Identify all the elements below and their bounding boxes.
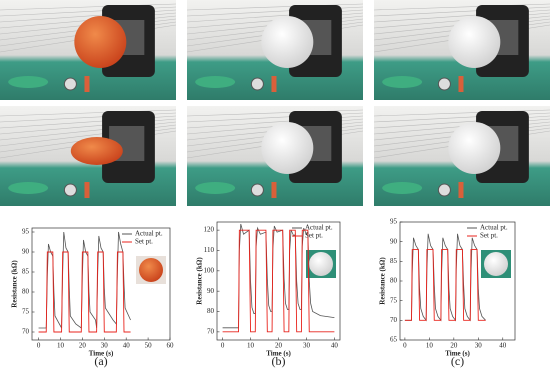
photo-detail (63, 183, 77, 197)
y-tick-label: 95 (390, 218, 398, 226)
photo-detail (382, 76, 423, 88)
ball (448, 16, 501, 68)
ball (70, 137, 123, 165)
legend-label: Set pt. (305, 232, 323, 240)
y-tick-label: 120 (204, 226, 215, 234)
y-tick-label: 80 (207, 307, 215, 315)
x-tick-label: 30 (101, 342, 109, 350)
y-tick-label: 85 (22, 268, 30, 276)
legend-label: Actual pt. (135, 230, 163, 238)
x-tick-label: 60 (167, 342, 175, 350)
y-tick-label: 90 (207, 287, 215, 295)
photo-detail (437, 183, 451, 197)
photo-detail (458, 182, 464, 198)
x-tick-label: 20 (275, 342, 283, 350)
photo-detail (8, 76, 49, 88)
inset-ball (309, 252, 333, 276)
x-tick-label: 20 (450, 342, 458, 350)
panel-label: (c) (451, 354, 464, 368)
y-axis-label: Resistance (kΩ) (196, 257, 204, 305)
photo-detail (382, 182, 423, 194)
photo-detail (271, 182, 277, 198)
x-tick-label: 30 (303, 342, 311, 350)
panel-label: (b) (272, 354, 286, 368)
y-tick-label: 70 (390, 316, 398, 324)
x-axis-label: Time (s) (266, 350, 291, 358)
y-tick-label: 90 (390, 237, 398, 245)
y-tick-label: 75 (390, 296, 398, 304)
panel-label: (a) (94, 354, 107, 368)
ball (74, 16, 127, 68)
x-tick-label: 40 (499, 342, 507, 350)
y-tick-label: 100 (204, 266, 215, 274)
x-tick-label: 10 (57, 342, 65, 350)
photo-detail (271, 76, 277, 92)
y-axis-label: Resistance (kΩ) (379, 257, 387, 305)
photo-detail (84, 76, 90, 92)
photo-detail (84, 182, 90, 198)
data-line (404, 249, 486, 321)
ball (261, 122, 314, 174)
legend-label: Set pt. (480, 232, 498, 240)
photo-detail (250, 183, 264, 197)
photo-detail (250, 77, 264, 91)
x-tick-label: 40 (331, 342, 339, 350)
x-tick-label: 10 (426, 342, 434, 350)
photo-detail (458, 76, 464, 92)
x-tick-label: 0 (221, 342, 225, 350)
plot-frame (31, 227, 171, 341)
y-tick-label: 110 (204, 246, 215, 254)
y-tick-label: 80 (390, 277, 398, 285)
x-tick-label: 50 (145, 342, 153, 350)
y-tick-label: 90 (22, 248, 30, 256)
y-tick-label: 95 (22, 228, 30, 236)
photo-detail (195, 76, 236, 88)
legend-label: Set pt. (135, 238, 153, 246)
x-tick-label: 30 (475, 342, 483, 350)
x-tick-label: 0 (37, 342, 41, 350)
x-tick-label: 20 (79, 342, 87, 350)
inset-ball (139, 258, 163, 282)
data-line (404, 233, 486, 322)
ball (261, 16, 314, 68)
y-tick-label: 80 (22, 288, 30, 296)
y-axis-label: Resistance (kΩ) (11, 260, 19, 308)
photo-detail (437, 77, 451, 91)
y-tick-label: 70 (207, 327, 215, 335)
y-tick-label: 75 (22, 308, 30, 316)
legend-label: Actual pt. (480, 224, 508, 232)
plot-frame (216, 221, 341, 341)
inset-ball (484, 252, 508, 276)
photo-detail (8, 182, 49, 194)
x-axis-label: Time (s) (445, 350, 470, 358)
photo-detail (63, 77, 77, 91)
y-tick-label: 65 (390, 336, 398, 344)
x-tick-label: 10 (247, 342, 255, 350)
photo-detail (195, 182, 236, 194)
y-tick-label: 85 (390, 257, 398, 265)
data-line (222, 229, 335, 333)
data-line (38, 251, 131, 333)
x-tick-label: 0 (403, 342, 407, 350)
legend-label: Actual pt. (305, 224, 333, 232)
y-tick-label: 70 (22, 328, 30, 336)
ball (448, 122, 501, 174)
x-axis-label: Time (s) (89, 350, 114, 358)
x-tick-label: 40 (123, 342, 131, 350)
